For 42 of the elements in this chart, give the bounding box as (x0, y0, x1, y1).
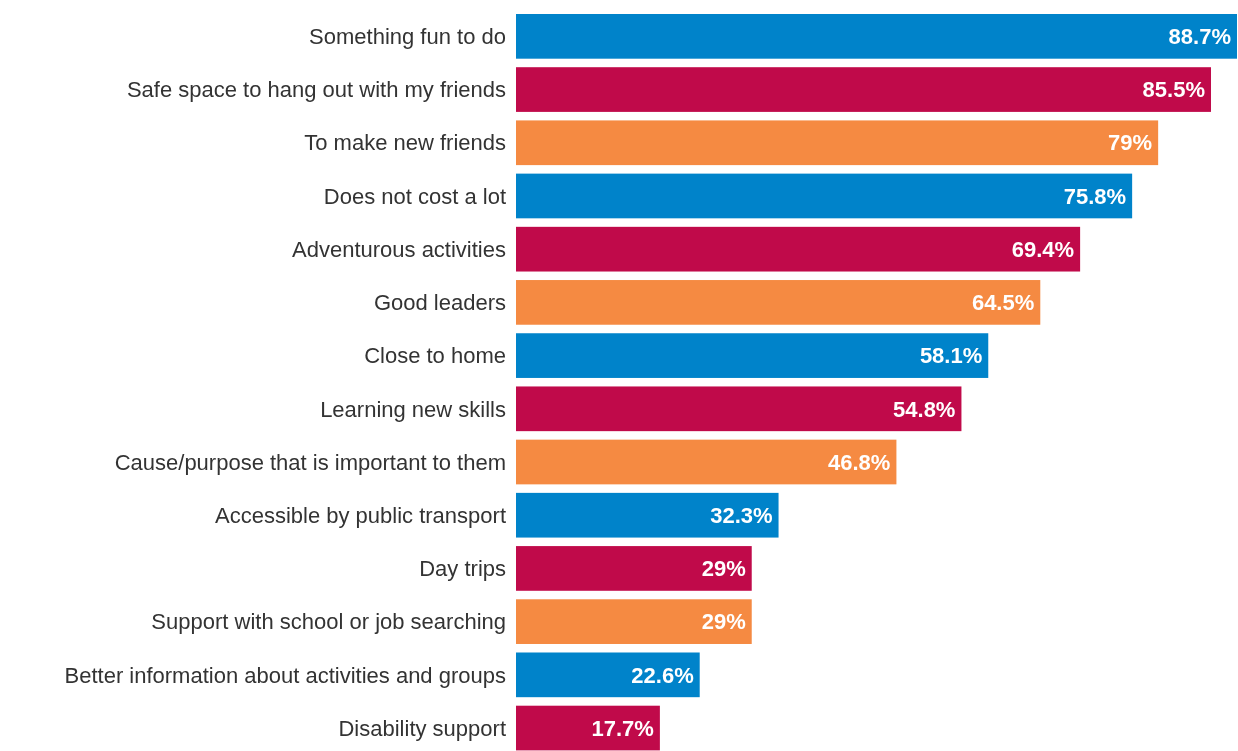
data-label: 32.3% (710, 502, 773, 528)
data-label: 22.6% (631, 662, 694, 688)
bar (516, 226, 1081, 272)
bar (516, 333, 989, 378)
y-tick-label: Cause/purpose that is important to them (114, 449, 506, 475)
data-label: 54.8% (893, 396, 956, 422)
bar (516, 14, 1237, 59)
y-tick-label: Something fun to do (309, 24, 506, 50)
data-label: 29% (701, 609, 746, 635)
bar (516, 280, 1041, 325)
y-tick-label: Day trips (419, 556, 506, 582)
data-label: 69.4% (1011, 236, 1075, 262)
y-tick-label: Disability support (338, 715, 506, 741)
bar (516, 439, 897, 485)
y-tick-label: Accessible by public transport (214, 502, 506, 528)
y-tick-label: Support with school or job searching (151, 609, 506, 635)
bar (516, 173, 1133, 219)
bar (516, 599, 752, 644)
bar (516, 120, 1159, 166)
data-label: 17.7% (591, 715, 654, 741)
y-tick-label: Safe space to hang out with my friends (126, 77, 506, 103)
data-label: 75.8% (1063, 183, 1127, 209)
data-label: 85.5% (1142, 77, 1205, 103)
bar (516, 386, 962, 432)
y-tick-label: Better information about activities and groups (64, 662, 506, 688)
data-label: 29% (701, 556, 746, 582)
y-tick-label: Good leaders (373, 290, 506, 316)
data-label: 46.8% (828, 449, 891, 475)
y-tick-label: To make new friends (304, 130, 506, 156)
data-label: 64.5% (971, 290, 1035, 316)
y-tick-label: Close to home (364, 343, 506, 369)
bar (516, 652, 700, 698)
bar (516, 546, 752, 591)
bar (516, 705, 660, 751)
data-label: 88.7% (1168, 24, 1231, 50)
bar (516, 492, 779, 538)
y-tick-label: Learning new skills (320, 396, 506, 422)
bar (516, 67, 1211, 112)
y-tick-label: Adventurous activities (292, 236, 506, 262)
data-label: 79% (1108, 130, 1153, 156)
y-tick-label: Does not cost a lot (323, 183, 506, 209)
data-label: 58.1% (919, 343, 983, 369)
